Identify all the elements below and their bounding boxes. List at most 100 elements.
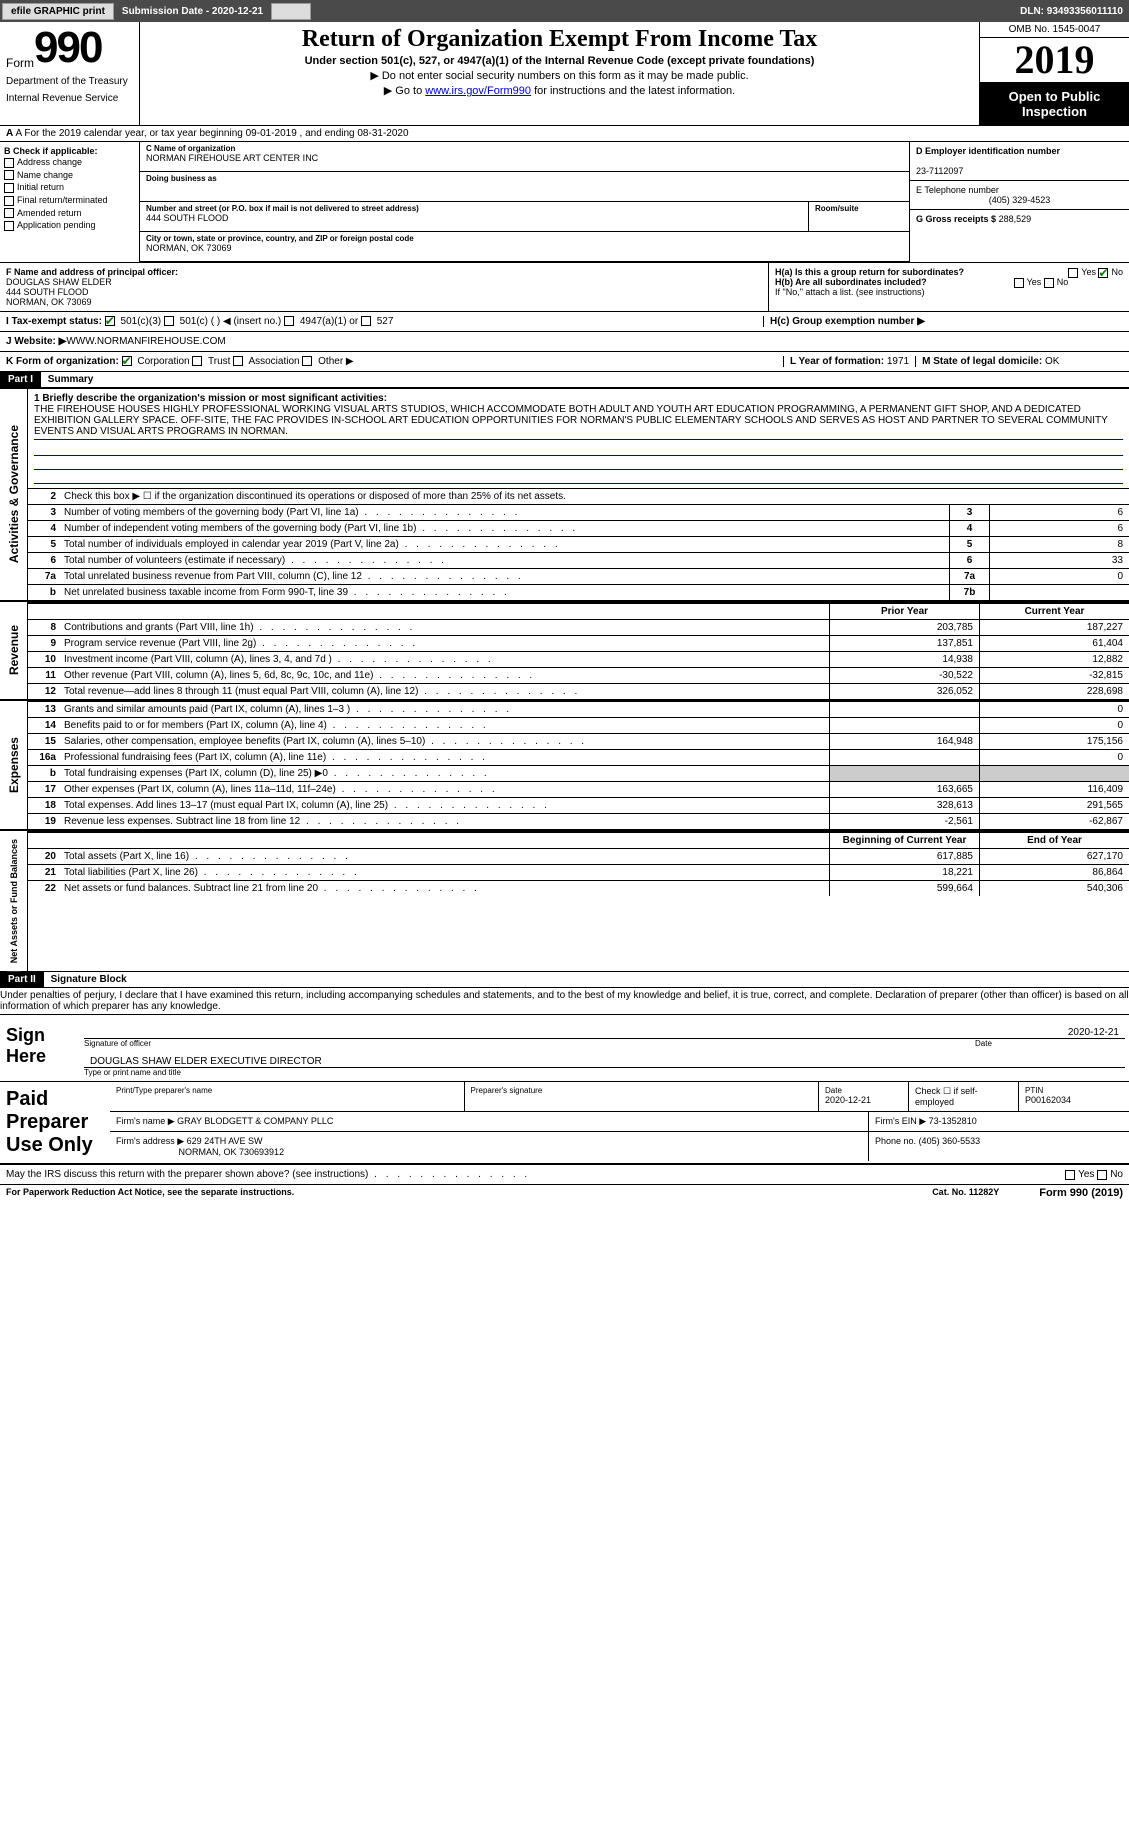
header-right: OMB No. 1545-0047 2019 Open to Public In… [979, 22, 1129, 125]
dept-treasury: Department of the Treasury [6, 76, 133, 87]
mission-block: 1 Briefly describe the organization's mi… [28, 389, 1129, 488]
hb-yes-checkbox[interactable] [1014, 278, 1024, 288]
4947-checkbox[interactable] [284, 316, 294, 326]
firm-ein: 73-1352810 [929, 1116, 977, 1126]
open-inspection: Open to Public Inspection [980, 83, 1129, 125]
discuss-no-checkbox[interactable] [1097, 1170, 1107, 1180]
form-word: Form [6, 56, 34, 70]
part1-header: Part I Summary [0, 372, 1129, 388]
firm-addr2: NORMAN, OK 730693912 [179, 1147, 285, 1157]
line-2: 2 Check this box ▶ ☐ if the organization… [28, 488, 1129, 504]
firm-phone: (405) 360-5533 [919, 1136, 981, 1146]
line-b: bTotal fundraising expenses (Part IX, co… [28, 765, 1129, 781]
sig-date: 2020-12-21 [1068, 1027, 1119, 1038]
efile-print-button[interactable]: efile GRAPHIC print [2, 3, 114, 20]
other-checkbox[interactable] [302, 356, 312, 366]
gross-label: G Gross receipts $ [916, 214, 996, 224]
mission-text: THE FIREHOUSE HOUSES HIGHLY PROFESSIONAL… [34, 404, 1108, 437]
line-9: 9Program service revenue (Part VIII, lin… [28, 635, 1129, 651]
final-return-checkbox[interactable] [4, 196, 14, 206]
assoc-checkbox[interactable] [233, 356, 243, 366]
principal-officer: F Name and address of principal officer:… [0, 263, 769, 311]
addr-label: Number and street (or P.O. box if mail i… [146, 204, 802, 213]
paid-preparer: Paid Preparer Use Only Print/Type prepar… [0, 1082, 1129, 1165]
expenses-vlabel: Expenses [5, 729, 23, 801]
state-domicile: OK [1045, 356, 1059, 367]
revenue-header: Prior Year Current Year [28, 602, 1129, 619]
trust-checkbox[interactable] [192, 356, 202, 366]
org-name: NORMAN FIREHOUSE ART CENTER INC [146, 153, 903, 163]
form990-link[interactable]: www.irs.gov/Form990 [425, 85, 531, 97]
part1-title: Summary [44, 372, 98, 387]
initial-return-checkbox[interactable] [4, 183, 14, 193]
blank-button[interactable] [271, 3, 311, 20]
net-vlabel: Net Assets or Fund Balances [7, 831, 21, 971]
line-20: 20Total assets (Part X, line 16)617,8856… [28, 848, 1129, 864]
name-change-checkbox[interactable] [4, 170, 14, 180]
line-21: 21Total liabilities (Part X, line 26)18,… [28, 864, 1129, 880]
dba-label: Doing business as [146, 174, 903, 183]
discuss-yes-checkbox[interactable] [1065, 1170, 1075, 1180]
sign-here-row: Sign Here 2020-12-21 Signature of office… [0, 1015, 1129, 1082]
addr-change-checkbox[interactable] [4, 158, 14, 168]
row-k: K Form of organization: Corporation Trus… [0, 352, 1129, 372]
line-15: 15Salaries, other compensation, employee… [28, 733, 1129, 749]
h-section: H(a) Is this a group return for subordin… [769, 263, 1129, 311]
line-7a: 7aTotal unrelated business revenue from … [28, 568, 1129, 584]
form-number: 990 [34, 26, 101, 70]
ein-label: D Employer identification number [916, 146, 1060, 156]
officer-addr2: NORMAN, OK 73069 [6, 297, 92, 307]
corp-checkbox[interactable] [122, 356, 132, 366]
line-18: 18Total expenses. Add lines 13–17 (must … [28, 797, 1129, 813]
activities-vlabel: Activities & Governance [5, 417, 23, 571]
activities-section: Activities & Governance 1 Briefly descri… [0, 388, 1129, 600]
year-formation: 1971 [887, 356, 909, 367]
line-12: 12Total revenue—add lines 8 through 11 (… [28, 683, 1129, 699]
app-pending-checkbox[interactable] [4, 221, 14, 231]
arrow-line-2: ▶ Go to www.irs.gov/Form990 for instruct… [148, 84, 971, 97]
sign-here-label: Sign Here [0, 1015, 80, 1081]
paid-prep-label: Paid Preparer Use Only [0, 1082, 110, 1163]
revenue-section: Revenue Prior Year Current Year 8Contrib… [0, 600, 1129, 699]
row-i: I Tax-exempt status: 501(c)(3) 501(c) ( … [0, 312, 1129, 332]
street-address: 444 SOUTH FLOOD [146, 213, 802, 223]
net-assets-section: Net Assets or Fund Balances Beginning of… [0, 829, 1129, 972]
b-title: B Check if applicable: [4, 146, 135, 156]
tax-year: 2019 [980, 38, 1129, 83]
irs-discuss-row: May the IRS discuss this return with the… [0, 1165, 1129, 1185]
line-14: 14Benefits paid to or for members (Part … [28, 717, 1129, 733]
sig-declaration: Under penalties of perjury, I declare th… [0, 988, 1129, 1015]
ptin: P00162034 [1025, 1095, 1071, 1105]
line-3: 3Number of voting members of the governi… [28, 504, 1129, 520]
org-name-label: C Name of organization [146, 144, 903, 153]
arrow-line-1: ▶ Do not enter social security numbers o… [148, 69, 971, 82]
dln: DLN: 93493356011110 [1020, 6, 1129, 17]
subtitle: Under section 501(c), 527, or 4947(a)(1)… [148, 55, 971, 67]
part2-header: Part II Signature Block [0, 972, 1129, 988]
line-6: 6Total number of volunteers (estimate if… [28, 552, 1129, 568]
officer-addr1: 444 SOUTH FLOOD [6, 287, 89, 297]
firm-name: GRAY BLODGETT & COMPANY PLLC [177, 1116, 333, 1126]
ha-yes-checkbox[interactable] [1068, 268, 1078, 278]
line-4: 4Number of independent voting members of… [28, 520, 1129, 536]
footer: For Paperwork Reduction Act Notice, see … [0, 1185, 1129, 1201]
527-checkbox[interactable] [361, 316, 371, 326]
col-c: C Name of organization NORMAN FIREHOUSE … [140, 142, 909, 262]
col-d: D Employer identification number 23-7112… [909, 142, 1129, 262]
firm-addr1: 629 24TH AVE SW [187, 1136, 263, 1146]
amended-return-checkbox[interactable] [4, 208, 14, 218]
ha-no-checkbox[interactable] [1098, 268, 1108, 278]
part2-label: Part II [0, 972, 44, 987]
line-5: 5Total number of individuals employed in… [28, 536, 1129, 552]
phone-label: E Telephone number [916, 185, 999, 195]
form-ref: Form 990 (2019) [1039, 1187, 1123, 1199]
phone: (405) 329-4523 [916, 195, 1123, 205]
501c3-checkbox[interactable] [105, 316, 115, 326]
gross-receipts: 288,529 [999, 214, 1032, 224]
col-b: B Check if applicable: Address change Na… [0, 142, 140, 262]
submission-date: Submission Date - 2020-12-21 [116, 6, 269, 17]
hb-no-checkbox[interactable] [1044, 278, 1054, 288]
501c-checkbox[interactable] [164, 316, 174, 326]
officer-printed-name: DOUGLAS SHAW ELDER EXECUTIVE DIRECTOR [90, 1056, 322, 1067]
line-22: 22Net assets or fund balances. Subtract … [28, 880, 1129, 896]
